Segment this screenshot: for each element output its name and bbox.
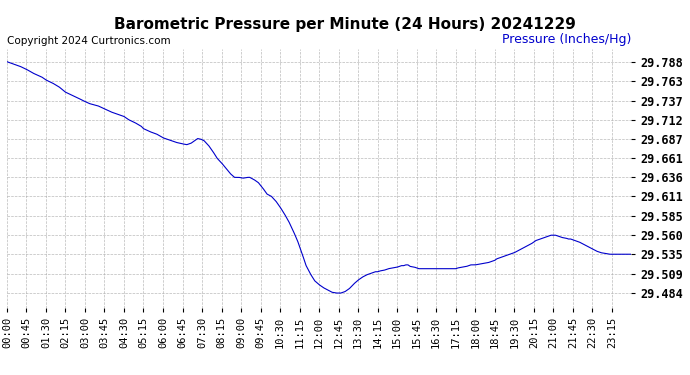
Text: Copyright 2024 Curtronics.com: Copyright 2024 Curtronics.com <box>7 36 170 46</box>
Text: Pressure (Inches/Hg): Pressure (Inches/Hg) <box>502 33 631 46</box>
Text: Barometric Pressure per Minute (24 Hours) 20241229: Barometric Pressure per Minute (24 Hours… <box>114 17 576 32</box>
